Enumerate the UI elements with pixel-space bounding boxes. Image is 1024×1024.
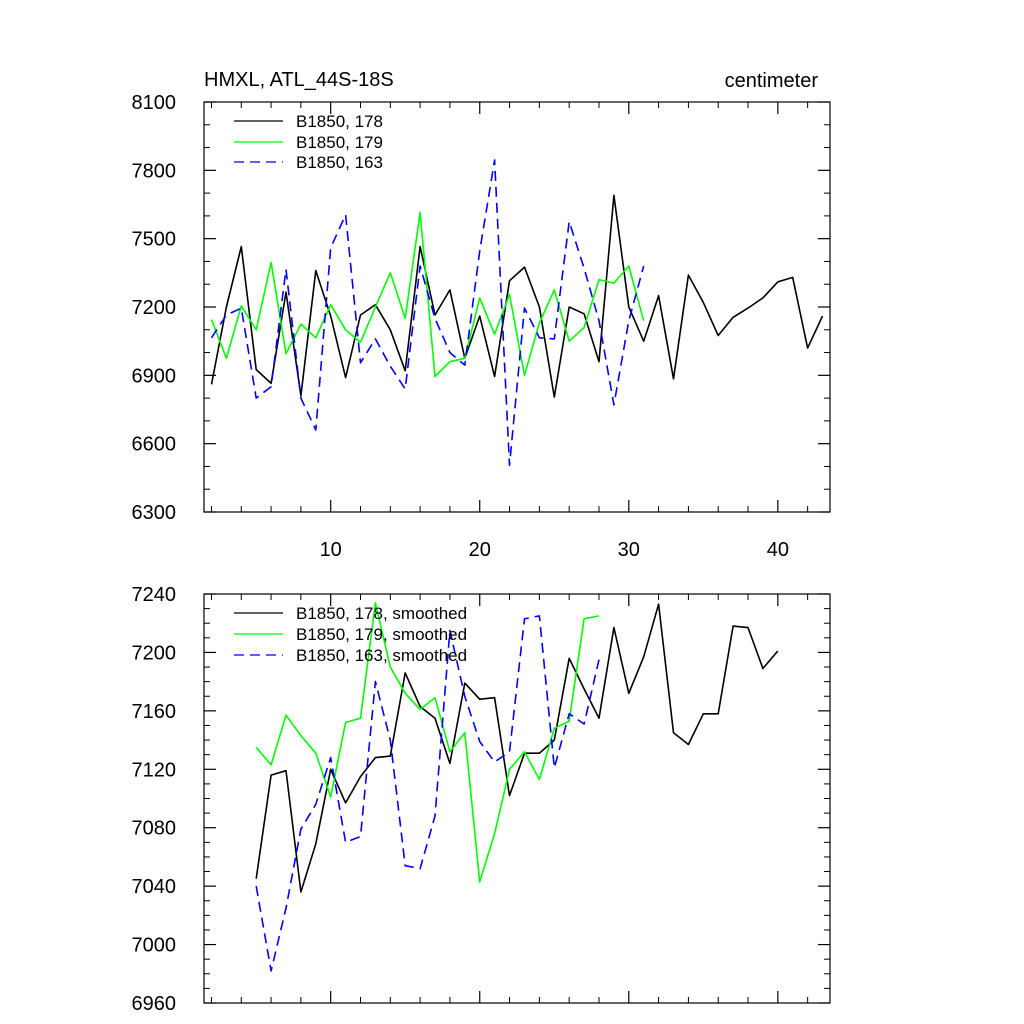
legend-label-178-smoothed: B1850, 178, smoothed: [296, 604, 467, 623]
y-tick-label: 7080: [132, 818, 177, 840]
y-tick-label: 7200: [132, 297, 177, 319]
legend-label-179-smoothed: B1850, 179, smoothed: [296, 625, 467, 644]
y-tick-label: 6900: [132, 365, 177, 387]
top-panel: HMXL, ATL_44S-18S centimeter 10 20 30 40 630…: [132, 69, 831, 561]
y-tick-label: 7240: [132, 584, 177, 606]
y-tick-label: 6600: [132, 434, 177, 456]
legend-label-163-smoothed: B1850, 163, smoothed: [296, 646, 467, 665]
units-label: centimeter: [725, 70, 819, 92]
legend-label-163: B1850, 163: [296, 153, 383, 172]
y-tick-label: 7500: [132, 229, 177, 251]
series-line-b1850-178-smoothed: [255, 603, 779, 893]
y-tick-label: 6300: [132, 502, 177, 524]
legend-label-178: B1850, 178: [296, 112, 383, 131]
x-tick-label: 10: [320, 539, 342, 561]
y-tick-label: 8100: [132, 92, 177, 114]
y-tick-label: 7000: [132, 935, 177, 957]
x-tick-label: 30: [618, 539, 640, 561]
y-tick-label: 7800: [132, 160, 177, 182]
y-tick-label: 7120: [132, 759, 177, 781]
y-tick-label: 6960: [132, 993, 177, 1015]
panel-title: HMXL, ATL_44S-18S: [204, 69, 394, 91]
legend: B1850, 178, smoothed B1850, 179, smoothe…: [234, 604, 467, 665]
bottom-panel: 6960 7000 7040 7080 7120 7160 7200 7240 B1850, …: [132, 584, 831, 1015]
series-line-b1850-178: [210, 194, 824, 398]
legend-label-179: B1850, 179: [296, 133, 383, 152]
series-line-b1850-163: [210, 159, 645, 467]
y-tick-label: 7160: [132, 701, 177, 723]
x-tick-label: 20: [469, 539, 491, 561]
series-line-b1850-163-smoothed: [255, 615, 600, 972]
legend: B1850, 178 B1850, 179 B1850, 163: [234, 112, 383, 172]
y-tick-label: 7040: [132, 876, 177, 898]
series-line-b1850-179-smoothed: [255, 601, 600, 883]
y-tick-label: 7200: [132, 642, 177, 664]
x-tick-label: 40: [767, 539, 789, 561]
